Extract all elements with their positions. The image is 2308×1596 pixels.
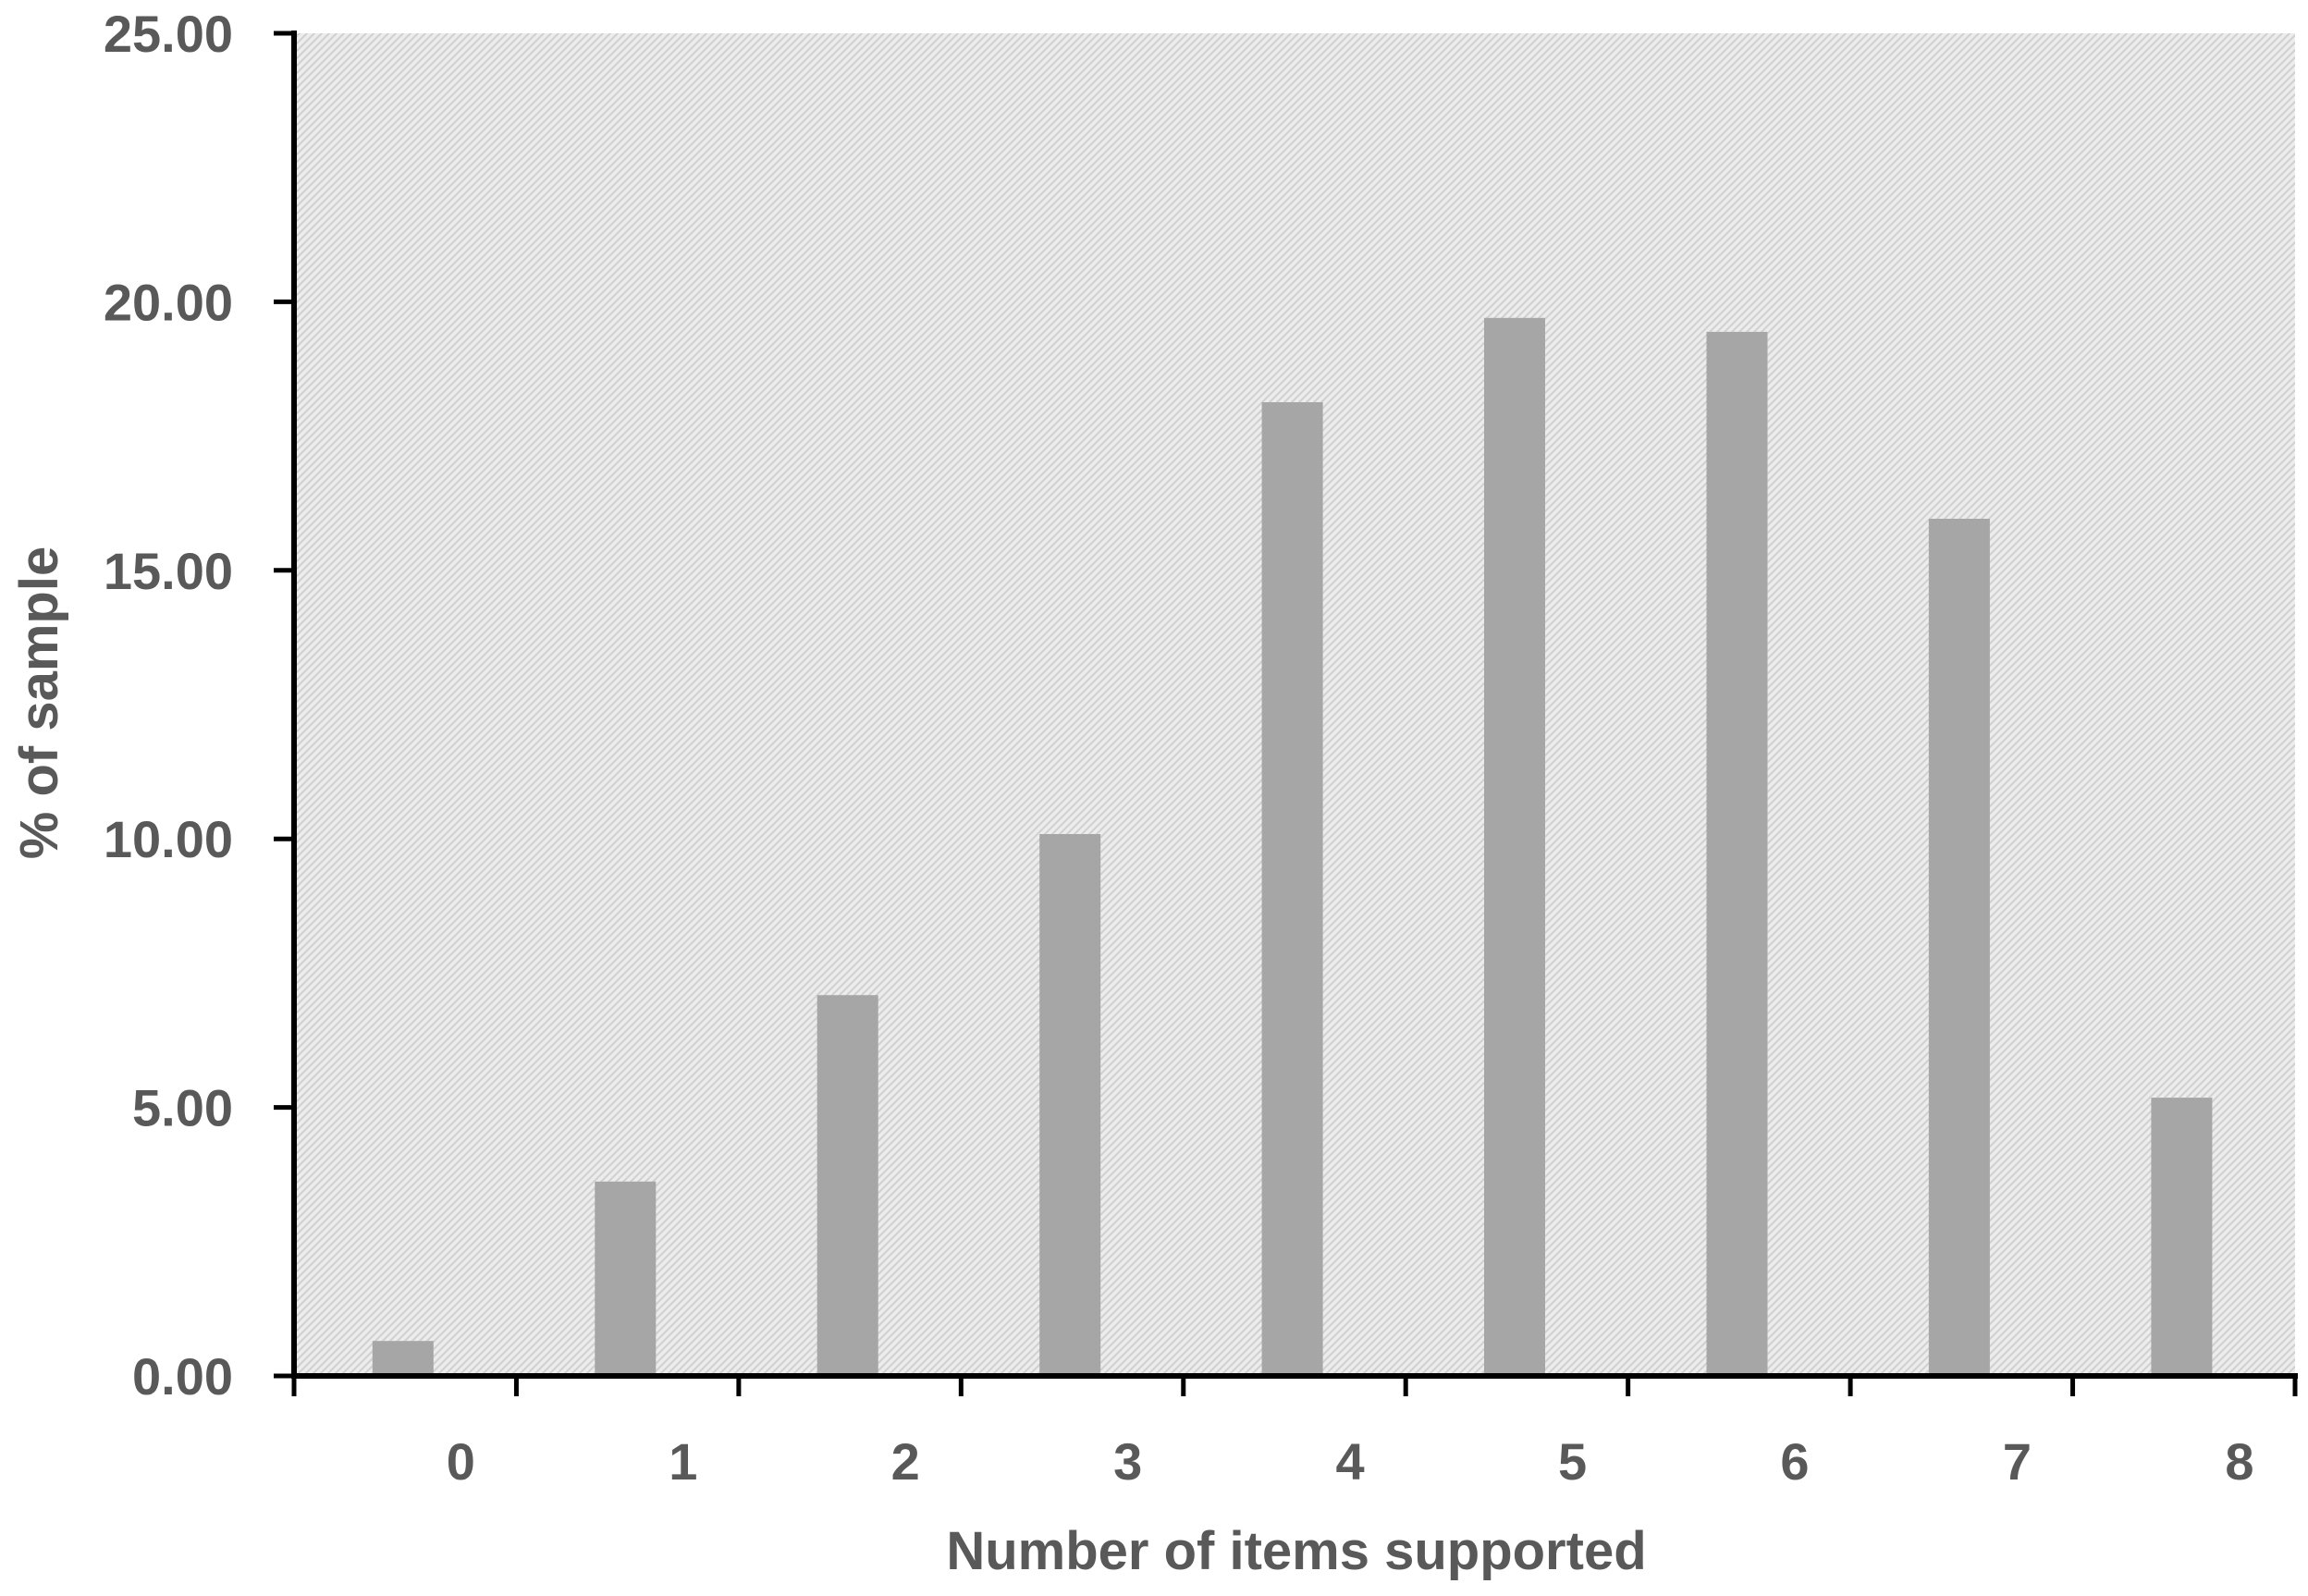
bar-5	[1484, 317, 1545, 1376]
bar-6	[1706, 331, 1768, 1376]
bar-8	[2151, 1098, 2213, 1376]
x-tick-label: 0	[447, 1432, 475, 1491]
x-tick-label: 5	[1558, 1432, 1587, 1491]
x-tick-label: 3	[1113, 1432, 1142, 1491]
bar-1	[595, 1181, 657, 1376]
bars	[372, 317, 2213, 1376]
y-tick-label: 0.00	[132, 1347, 233, 1406]
bar-7	[1928, 519, 1990, 1376]
bar-2	[816, 995, 878, 1376]
x-tick-label: 4	[1336, 1432, 1365, 1491]
x-tick-label: 2	[891, 1432, 920, 1491]
bar-0	[372, 1341, 434, 1376]
x-tick-label: 1	[669, 1432, 697, 1491]
y-tick-label: 5.00	[132, 1079, 233, 1137]
y-tick-labels: 0.00 5.00 10.00 15.00 20.00 25.00	[104, 5, 233, 1406]
y-tick-label: 20.00	[104, 273, 233, 331]
bar-3	[1039, 834, 1101, 1376]
x-tick-labels: 0 1 2 3 4 5 6 7 8	[447, 1432, 2254, 1491]
bar-4	[1261, 402, 1323, 1376]
x-tick-label: 6	[1780, 1432, 1809, 1491]
y-tick-label: 25.00	[104, 5, 233, 63]
y-tick-label: 15.00	[104, 542, 233, 600]
x-tick-label: 7	[2003, 1432, 2032, 1491]
axes	[274, 31, 2298, 1396]
y-tick-label: 10.00	[104, 810, 233, 868]
x-tick-label: 8	[2225, 1432, 2253, 1491]
x-axis-title: Number of items supported	[946, 1521, 1646, 1581]
y-axis-title: % of sample	[9, 546, 69, 859]
